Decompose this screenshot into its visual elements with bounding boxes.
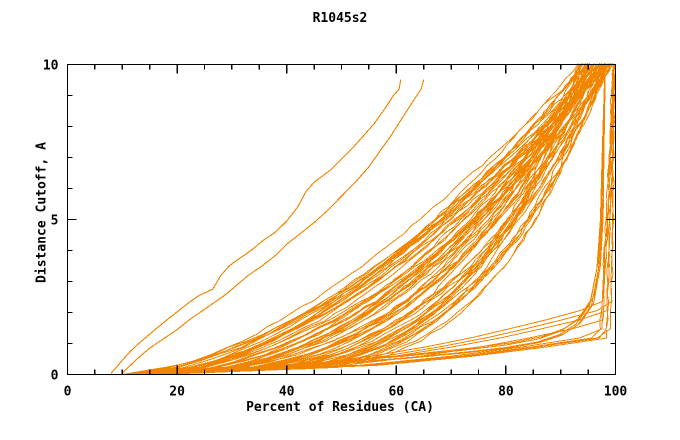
axis-tick-labels: 0 20 40 60 80 100 0 5 10 xyxy=(43,59,628,400)
axes-frame xyxy=(66,63,617,376)
x-tick-label: 100 xyxy=(604,385,628,400)
x-axis-label: Percent of Residues (CA) xyxy=(246,400,434,415)
y-tick-label: 5 xyxy=(51,214,59,229)
x-tick-label: 40 xyxy=(279,385,295,400)
y-tick-label: 10 xyxy=(43,59,59,74)
data-curves xyxy=(110,63,616,375)
y-tick-label: 0 xyxy=(51,369,59,384)
x-tick-label: 80 xyxy=(498,385,514,400)
x-tick-label: 60 xyxy=(388,385,404,400)
chart-title: R1045s2 xyxy=(312,11,368,26)
x-tick-label: 0 xyxy=(64,385,72,400)
x-tick-label: 20 xyxy=(169,385,185,400)
